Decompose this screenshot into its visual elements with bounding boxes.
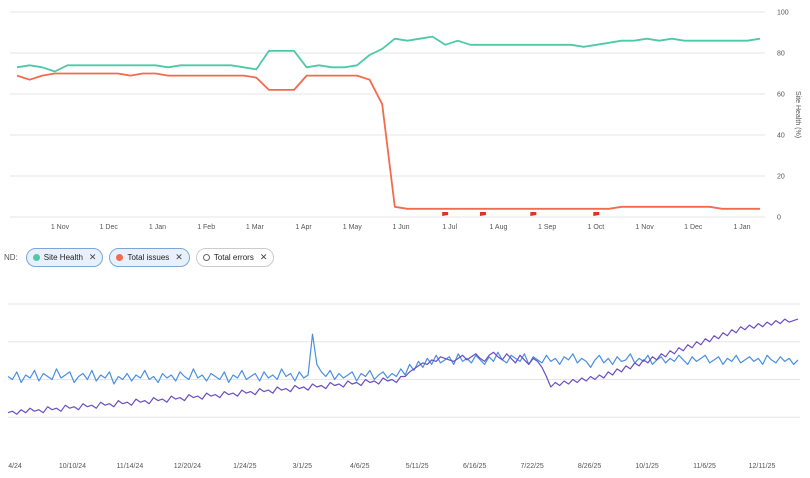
- close-icon[interactable]: ✕: [259, 251, 268, 262]
- y-tick-label: 60: [777, 92, 785, 99]
- x-tick-label: 5/11/25: [406, 463, 429, 470]
- total-issues-line: [16, 72, 760, 210]
- close-icon[interactable]: ✕: [175, 251, 183, 262]
- legend-chip-label: Site Health: [43, 252, 83, 262]
- site-health-chart: 0 20 40 60 80 100 Site Health (%) 1 Nov 1 Dec 1 J…: [10, 10, 801, 231]
- x-tick-label: 1 Nov: [51, 224, 70, 231]
- legend-chip-label: Total issues: [127, 252, 170, 262]
- legend: ND: Site Health ✕ Total issues ✕ Total e…: [0, 247, 275, 267]
- purple-series-line: [7, 318, 799, 415]
- event-marker-flag-icon: [479, 212, 486, 216]
- x-tick-label: 4/24: [8, 463, 22, 470]
- y-tick-label: 40: [777, 133, 785, 140]
- event-marker-flag-icon: [530, 212, 537, 216]
- y-axis-label: Site Health (%): [794, 91, 801, 138]
- y-tick-label: 20: [777, 174, 785, 181]
- x-tick-label: 10/1/25: [635, 463, 658, 470]
- legend-prefix: ND:: [4, 252, 18, 262]
- x-tick-label: 1 May: [343, 224, 363, 231]
- event-marker-flag-icon: [593, 212, 600, 216]
- traffic-trend-chart: 4/24 10/10/24 11/14/24 12/20/24 1/24/25 3/1/2…: [7, 303, 800, 470]
- event-marker-flag-icon: [442, 212, 449, 216]
- x-tick-label: 10/10/24: [59, 463, 86, 470]
- x-tick-label: 1 Sep: [538, 224, 556, 231]
- x-tick-label: 1 Apr: [295, 224, 312, 231]
- x-tick-label: 11/14/24: [117, 463, 144, 470]
- x-tick-label: 1 Dec: [100, 224, 119, 231]
- total-errors-dot-icon: [202, 253, 210, 261]
- y-tick-label: 80: [777, 51, 785, 58]
- site-health-line: [16, 35, 761, 73]
- y-tick-label: 100: [777, 10, 789, 17]
- legend-chip-label: Total errors: [213, 252, 254, 262]
- legend-chip-total-errors[interactable]: Total errors ✕: [195, 247, 275, 267]
- legend-chip-site-health[interactable]: Site Health ✕: [25, 247, 104, 267]
- x-tick-label: 1 Mar: [246, 224, 265, 231]
- x-tick-label: 1 Aug: [489, 224, 507, 231]
- x-tick-label: 1 Jun: [392, 224, 409, 231]
- x-tick-label: 4/6/25: [350, 463, 370, 470]
- x-tick-label: 11/6/25: [693, 463, 716, 470]
- total-issues-dot-icon: [116, 253, 124, 261]
- blue-series-line: [7, 333, 799, 385]
- x-tick-label: 6/16/25: [463, 463, 486, 470]
- legend-chip-total-issues[interactable]: Total issues ✕: [109, 247, 190, 267]
- x-tick-label: 1 Dec: [684, 224, 703, 231]
- x-tick-label: 3/1/25: [293, 463, 313, 470]
- x-tick-label: 1/24/25: [233, 463, 256, 470]
- site-health-dot-icon: [32, 253, 40, 261]
- x-tick-label: 1 Jan: [733, 224, 750, 231]
- y-tick-label: 0: [777, 215, 781, 222]
- x-tick-label: 12/11/25: [749, 463, 776, 470]
- x-tick-label: 1 Feb: [197, 224, 215, 231]
- x-tick-label: 1 Jul: [442, 224, 457, 231]
- close-icon[interactable]: ✕: [88, 251, 97, 262]
- x-tick-label: 8/26/25: [578, 463, 601, 470]
- x-tick-label: 1 Oct: [587, 224, 604, 231]
- x-tick-label: 12/20/24: [174, 463, 201, 470]
- x-tick-label: 7/22/25: [520, 463, 543, 470]
- x-tick-label: 1 Jan: [149, 224, 166, 231]
- x-tick-label: 1 Nov: [635, 224, 654, 231]
